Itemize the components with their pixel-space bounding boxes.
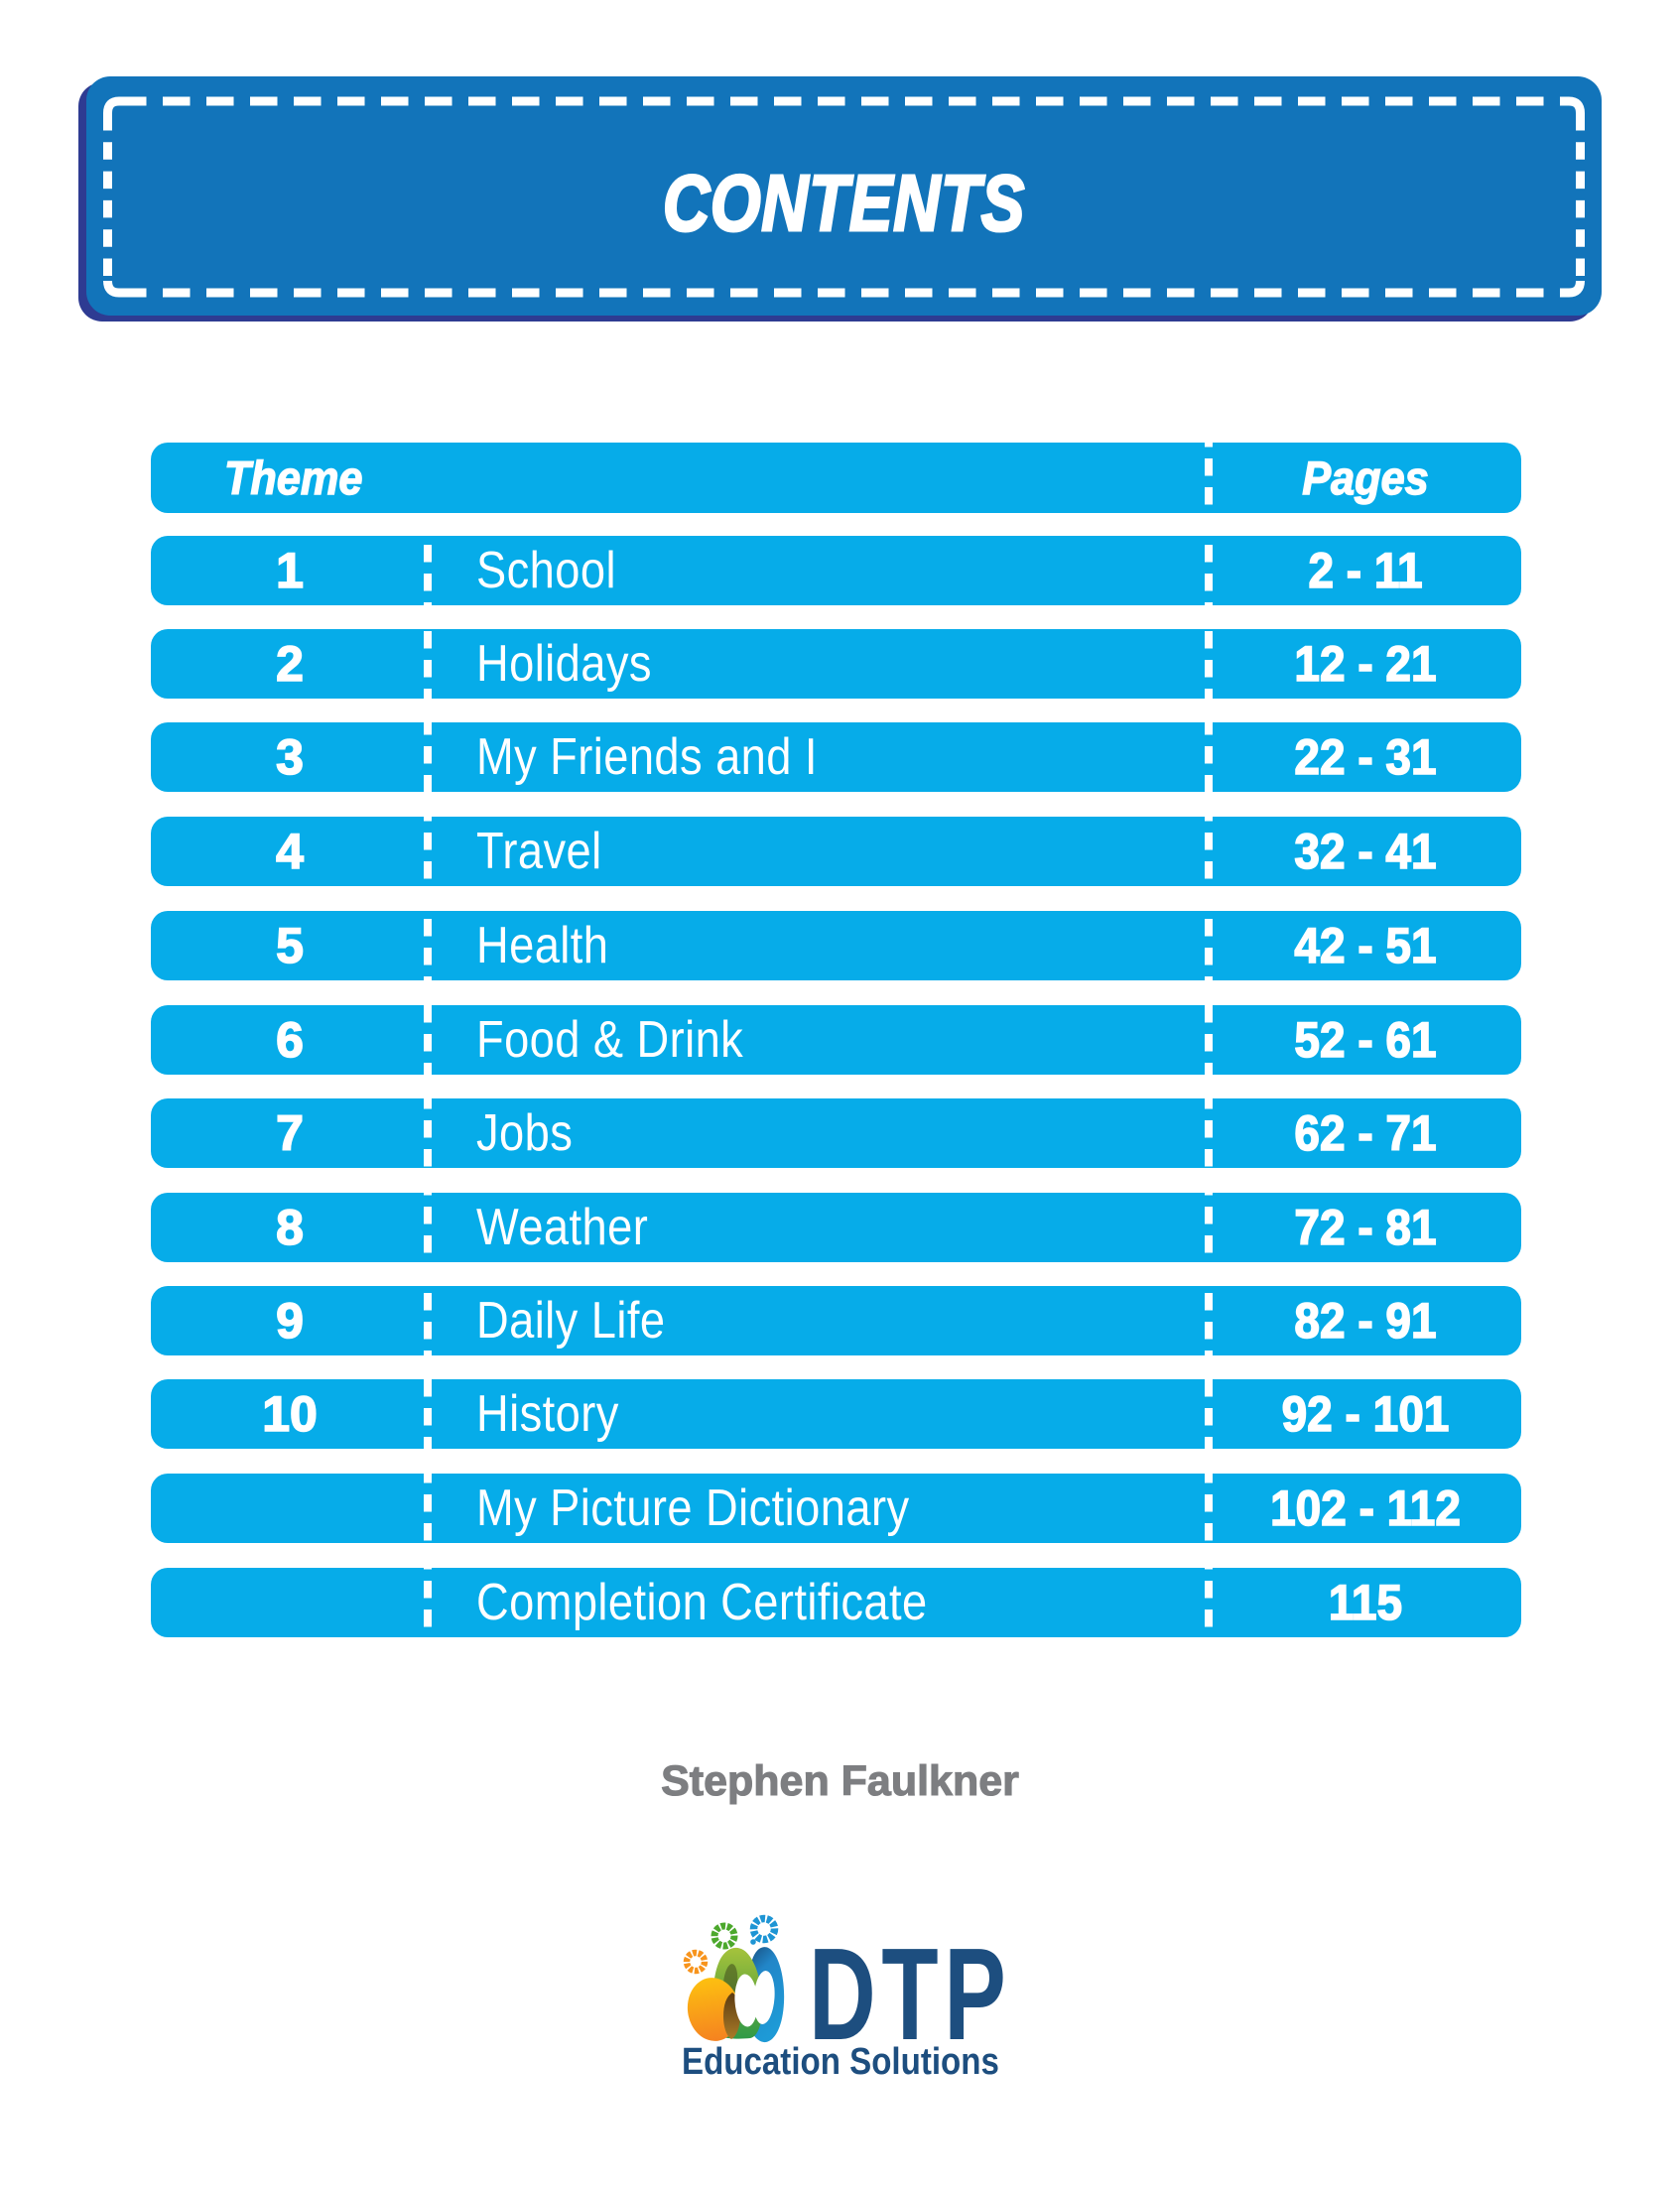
svg-text:Education Solutions: Education Solutions [682, 2040, 999, 2083]
svg-text:DTP: DTP [809, 1921, 1011, 2068]
